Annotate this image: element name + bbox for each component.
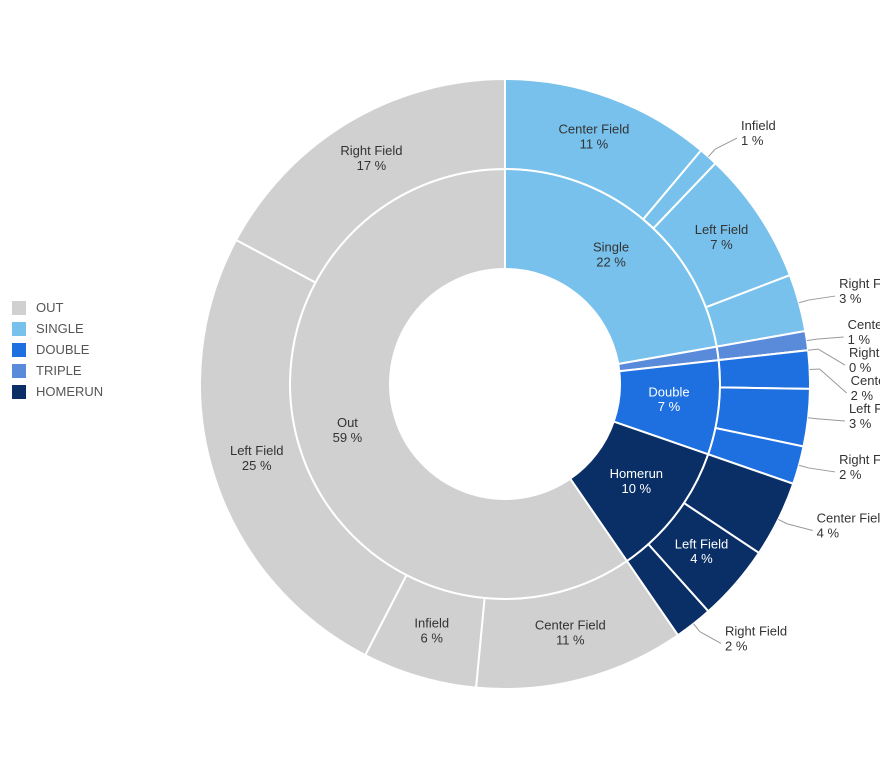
legend-swatch	[12, 343, 26, 357]
leader-line	[799, 300, 809, 303]
legend-item: OUT	[12, 300, 103, 315]
legend-item: TRIPLE	[12, 363, 103, 378]
external-slice-label: Right Field0 %	[849, 345, 880, 375]
leader-line	[818, 419, 845, 421]
legend-swatch	[12, 385, 26, 399]
legend-swatch	[12, 301, 26, 315]
leader-line	[694, 624, 700, 632]
leader-line	[808, 349, 818, 350]
leader-line	[799, 465, 809, 468]
leader-line	[809, 296, 835, 300]
external-slice-label: Right Field2 %	[839, 452, 880, 482]
leader-line	[708, 149, 715, 156]
leader-line	[818, 349, 845, 365]
leader-line	[778, 519, 787, 523]
leader-line	[817, 337, 844, 339]
legend-label: DOUBLE	[36, 342, 89, 357]
leader-line	[807, 339, 817, 340]
external-slice-label: Center Field4 %	[817, 511, 880, 541]
inner-slice-label: Single22 %	[593, 240, 629, 270]
leader-line	[809, 468, 835, 472]
legend-item: SINGLE	[12, 321, 103, 336]
legend-label: SINGLE	[36, 321, 84, 336]
leader-line	[820, 369, 847, 393]
legend-swatch	[12, 322, 26, 336]
legend-label: OUT	[36, 300, 63, 315]
leader-line	[787, 524, 812, 531]
external-slice-label: Right Field2 %	[725, 623, 787, 653]
leader-line	[700, 632, 721, 644]
legend-swatch	[12, 364, 26, 378]
external-slice-label: Center Field2 %	[851, 373, 880, 403]
external-slice-label: Left Field3 %	[849, 401, 880, 431]
external-slice-label: Infield1 %	[741, 118, 776, 148]
leader-line	[808, 418, 818, 419]
sunburst-chart: Single22 %Double7 %Homerun10 %Out59 %Cen…	[130, 0, 880, 768]
external-slice-label: Right Field3 %	[839, 276, 880, 306]
legend: OUT SINGLE DOUBLE TRIPLE HOMERUN	[12, 300, 103, 405]
legend-label: TRIPLE	[36, 363, 82, 378]
external-slice-label: Center Field1 %	[848, 317, 880, 347]
legend-label: HOMERUN	[36, 384, 103, 399]
leader-line	[715, 138, 737, 149]
legend-item: DOUBLE	[12, 342, 103, 357]
legend-item: HOMERUN	[12, 384, 103, 399]
